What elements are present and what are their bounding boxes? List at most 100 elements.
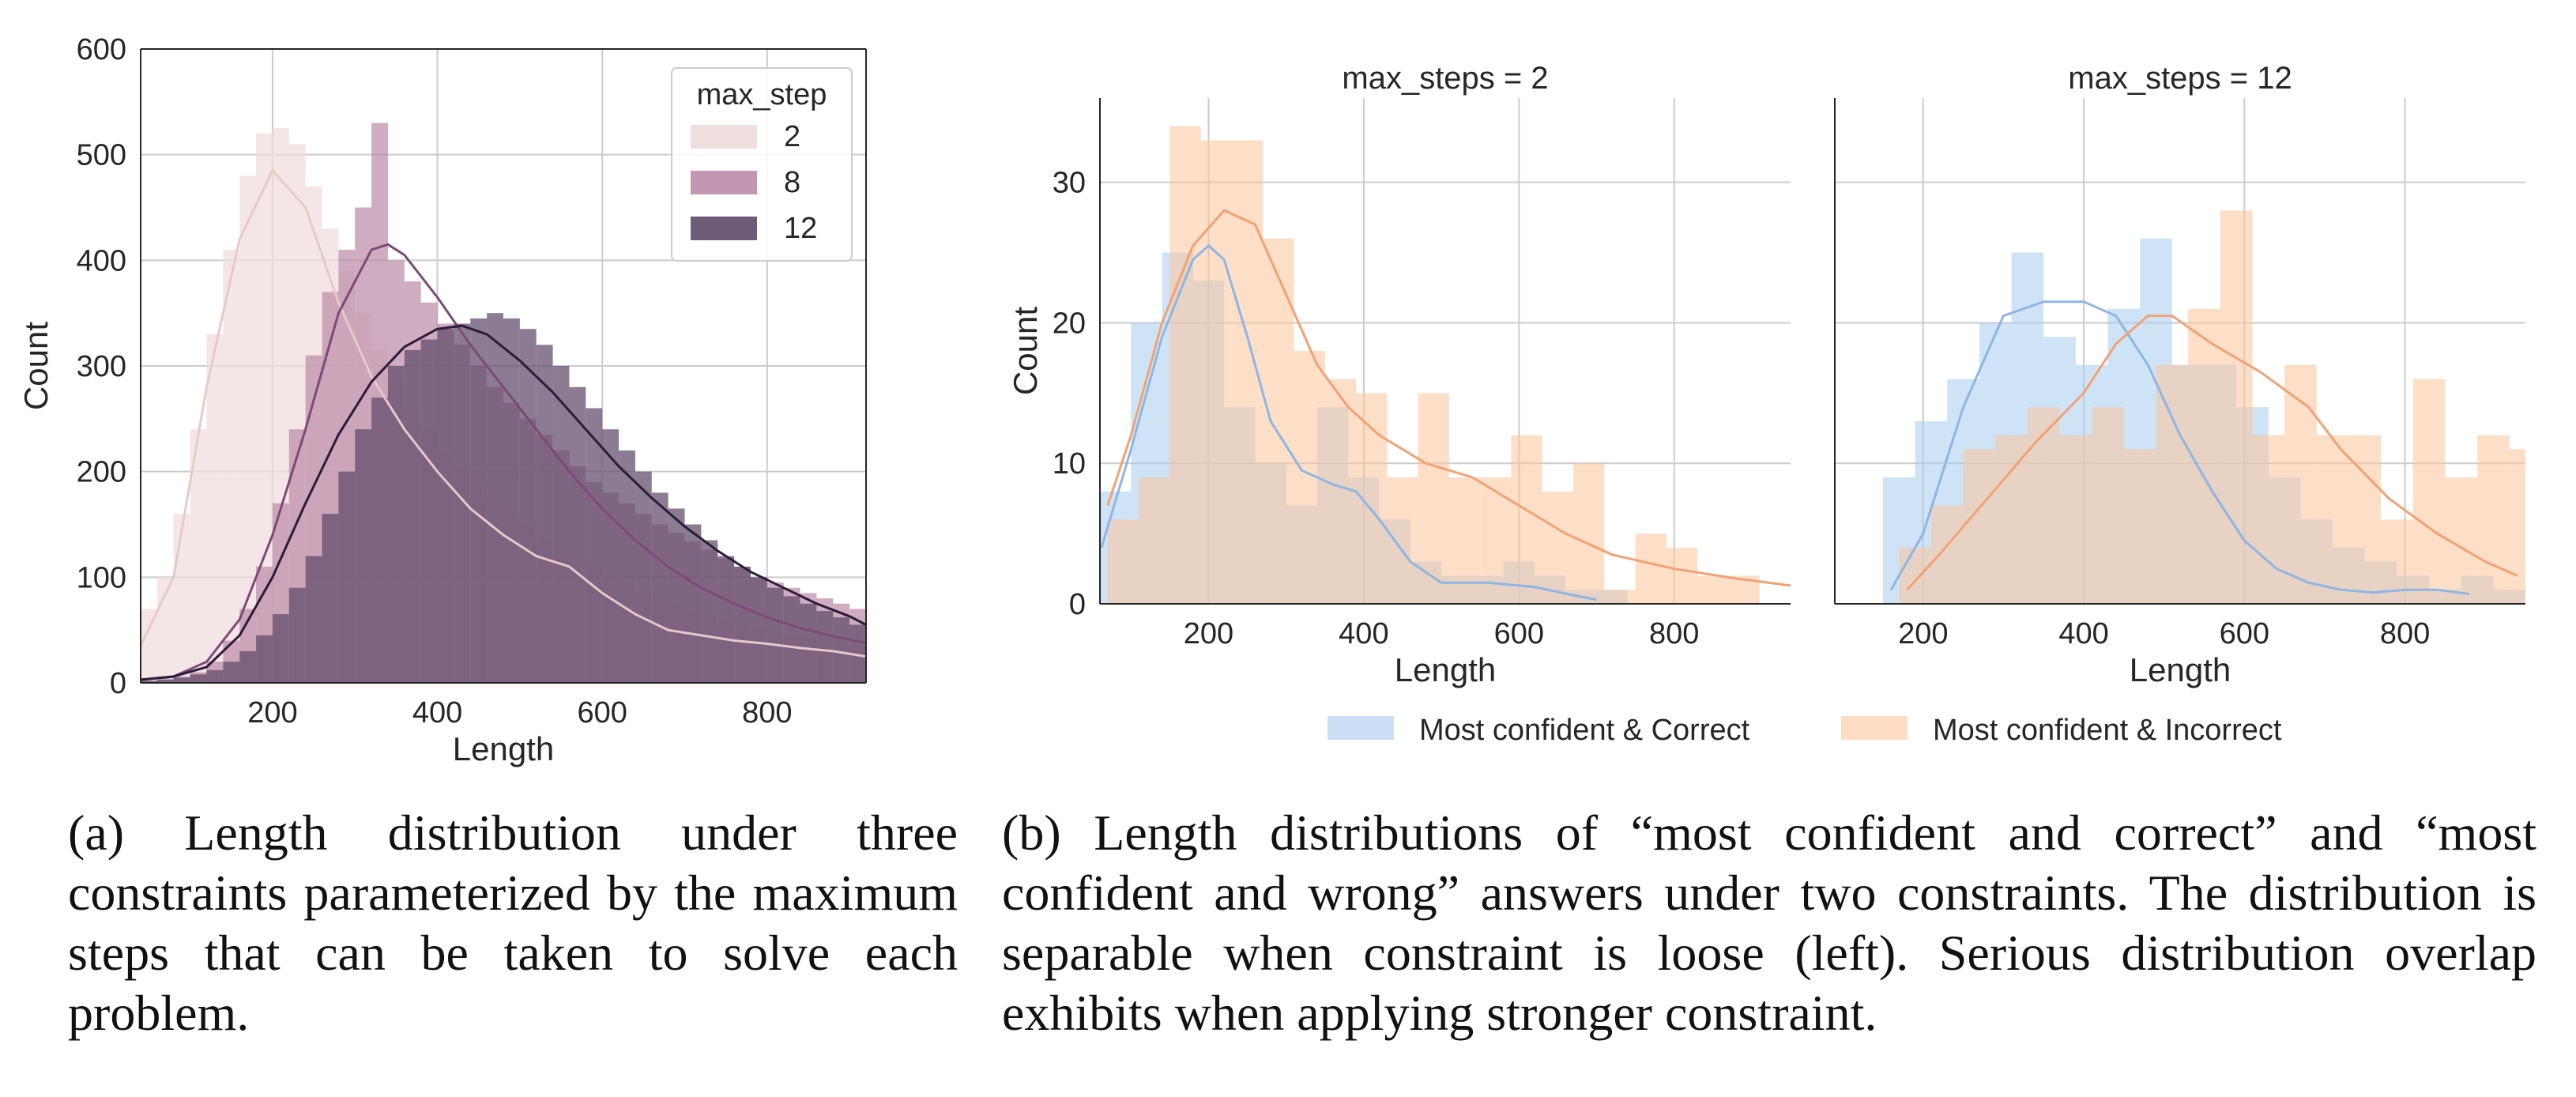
histogram-bar [1899,547,1931,604]
legend-swatch [1328,716,1394,740]
histogram-bar [800,603,817,683]
kde-line-0 [139,168,867,658]
y-tick-label: 0 [110,667,126,700]
histogram-bar [536,345,553,683]
histogram-bar [156,679,174,683]
histogram-bar [2027,407,2060,604]
legend-max-step: max_step 2 8 12 [671,67,853,262]
histogram-bar [1139,477,1170,604]
panel-b-max-steps-2: 200 400 600 800 0 10 20 30 Length Count max_steps … [1007,61,1791,688]
histogram-bar [2092,407,2124,604]
histogram-bar [1387,477,1418,604]
kde-line-0 [1889,300,2470,596]
histogram-bar [668,508,685,683]
y-tick-label: 30 [1053,167,1086,200]
panel-b-legend: Most confident & Correct Most confident &… [1328,714,2282,747]
kde-line-1 [140,243,867,681]
histogram-bar [684,524,702,683]
legend-entry-label: Most confident & Incorrect [1933,714,2282,747]
x-tick-label: 200 [1898,617,1948,650]
x-tick-label: 600 [1494,617,1544,650]
histogram-bar [404,349,421,683]
histogram-bar [1263,238,1294,604]
x-axis-label: Length [2130,651,2231,688]
histogram-bar [766,587,784,683]
histogram-bar [1511,435,1542,604]
y-tick-label: 0 [1069,588,1086,621]
x-tick-label: 800 [1649,617,1699,650]
panel-b-max-steps-12: 200 400 600 800 Length max_steps = 12 [1834,61,2525,688]
histogram-bar [387,366,405,683]
kde-line-0 [1100,243,1597,601]
histogram-bar [141,680,157,683]
histogram-bar [1169,126,1201,605]
histogram-bar [338,471,356,683]
histogram-bar [833,617,850,683]
histogram-bar [1200,140,1232,605]
histogram-bar [1963,449,1996,604]
x-tick-label: 600 [2220,617,2269,650]
y-axis-label: Count [17,322,55,410]
histogram-bar [454,323,471,683]
kde-line-1 [1906,315,2518,591]
histogram-bar [305,556,322,683]
y-tick-label: 600 [77,33,126,66]
panel-a-length-distribution: 200 400 600 800 0 100 200 300 400 500 600 Length Cou… [17,33,867,767]
histogram-bar [519,329,537,683]
legend-swatch [1841,716,1908,740]
histogram-bar [487,313,503,683]
histogram-bar [437,329,454,683]
x-tick-label: 400 [2058,617,2108,650]
histogram-bar [783,596,800,683]
y-tick-label: 300 [77,350,126,383]
histogram-bar [1448,477,1481,604]
x-tick-label: 200 [247,696,297,729]
histogram-bar [503,318,520,683]
histogram-bar [734,566,751,683]
x-tick-label: 800 [2380,617,2430,650]
histogram-bar [2477,435,2510,604]
legend-entry-label: Most confident & Correct [1419,714,1750,747]
x-tick-label: 200 [1184,617,1233,650]
histogram-bar [2252,435,2285,604]
histogram-bar [355,429,372,683]
legend-swatch [691,125,757,149]
y-tick-label: 10 [1053,447,1086,481]
histogram-bar [552,366,570,683]
histogram-bar [717,556,735,683]
kde-line-1 [1106,209,1791,587]
histogram-bar [701,540,718,683]
histogram-bar [1697,575,1729,604]
histogram-bar [569,386,586,683]
x-axis-label: Length [453,730,554,767]
kde-line-2 [140,324,867,681]
histogram-bar [1930,505,1964,604]
histogram-bar [1418,393,1449,604]
histogram-bar [602,429,620,683]
histogram-bar [470,318,488,683]
legend-entry-label: 8 [784,166,800,199]
legend-swatch [691,171,757,194]
x-tick-label: 800 [742,696,792,729]
y-tick-label: 20 [1053,307,1086,340]
series-1-bars [1107,126,1760,605]
histogram-bar [651,492,668,683]
histogram-bar [223,249,240,683]
histogram-bar [619,450,635,683]
histogram-bar [1573,463,1605,604]
x-tick-label: 400 [412,696,462,729]
y-tick-label: 100 [77,561,126,594]
histogram-bar [206,669,224,683]
histogram-bar [2156,364,2189,604]
histogram-bar [239,650,257,683]
histogram-bar [586,408,603,683]
histogram-bar [190,429,207,683]
legend-entry-label: 12 [784,212,817,245]
histogram-bar [420,339,438,683]
legend-swatch [691,217,757,240]
histogram-bar [2059,435,2092,604]
histogram-bar [2284,364,2317,604]
histogram-bar [206,334,224,683]
histogram-bar [288,587,306,683]
